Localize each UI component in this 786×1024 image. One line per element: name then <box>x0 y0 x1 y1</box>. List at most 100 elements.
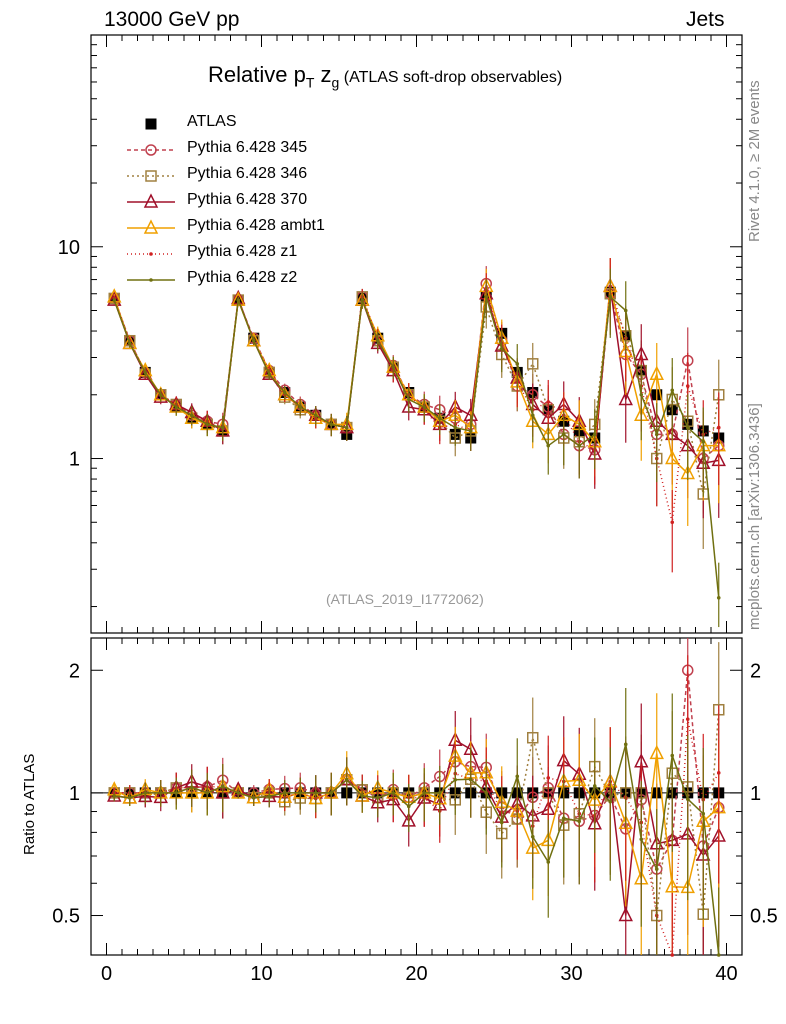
data-point <box>685 717 690 721</box>
data-point <box>329 791 334 795</box>
series-1 <box>108 265 725 514</box>
data-point <box>158 392 163 397</box>
data-point <box>618 906 633 922</box>
data-point <box>375 795 380 800</box>
data-point <box>143 193 159 208</box>
x-tick-label: 0 <box>101 963 112 985</box>
data-point <box>546 400 551 404</box>
data-point <box>530 834 535 839</box>
legend-label: Pythia 6.428 ambt1 <box>187 217 325 234</box>
data-point <box>437 416 442 421</box>
data-point <box>107 291 122 306</box>
data-point <box>716 425 721 430</box>
series-2 <box>108 265 725 549</box>
data-point <box>391 791 396 795</box>
data-point <box>716 953 721 957</box>
data-point <box>282 791 287 795</box>
data-point <box>546 860 551 864</box>
data-point <box>685 384 690 388</box>
data-point <box>313 413 318 418</box>
series-line <box>113 295 720 598</box>
energy-label: 13000 GeV pp <box>104 8 240 31</box>
data-point <box>527 358 539 370</box>
data-point <box>484 791 489 795</box>
data-point <box>515 362 520 366</box>
data-point <box>122 334 137 350</box>
data-point <box>484 295 489 299</box>
data-point <box>145 170 157 182</box>
data-point <box>670 388 675 393</box>
analysis-tag: (ATLAS_2019_I1772062) <box>326 591 484 607</box>
data-point <box>127 796 132 800</box>
data-point <box>561 432 566 437</box>
legend-entry-1 <box>127 144 175 156</box>
data-point <box>112 794 117 798</box>
data-point <box>298 405 303 409</box>
legend-label: Pythia 6.428 370 <box>187 191 308 208</box>
legend-label: Pythia 6.428 345 <box>187 139 308 156</box>
series-line <box>113 283 720 460</box>
data-point <box>360 794 365 798</box>
y-tick-label: 1 <box>69 449 80 471</box>
series-line <box>113 286 719 475</box>
legend-entry-4 <box>127 219 175 234</box>
data-point <box>701 439 706 444</box>
ratio-series-3 <box>107 703 726 955</box>
data-point <box>499 346 504 351</box>
series-line <box>113 286 719 465</box>
series-4 <box>107 258 726 526</box>
series-6 <box>112 268 721 628</box>
data-point <box>670 753 675 758</box>
data-point <box>375 338 380 343</box>
data-point <box>453 425 458 430</box>
data-point <box>145 144 157 156</box>
data-point <box>468 429 473 433</box>
data-point <box>205 791 210 795</box>
data-point <box>546 776 551 780</box>
data-point <box>561 816 566 821</box>
data-point <box>236 298 241 302</box>
series-3 <box>107 258 726 519</box>
data-point <box>649 744 664 760</box>
data-point <box>298 791 303 795</box>
legend-entry-5 <box>127 252 175 256</box>
data-point <box>639 392 644 397</box>
data-point <box>665 878 680 893</box>
y-tick-label: 10 <box>58 237 80 259</box>
data-point <box>149 252 153 256</box>
data-point <box>143 370 148 375</box>
data-point <box>406 804 411 809</box>
data-point <box>391 365 396 369</box>
data-point <box>344 777 349 782</box>
data-point <box>685 797 690 801</box>
data-point <box>149 278 153 282</box>
ratio-line <box>114 670 720 872</box>
legend-entry-3 <box>127 193 175 208</box>
data-point <box>592 784 597 788</box>
data-point <box>174 405 179 409</box>
x-tick-label: 30 <box>560 963 582 985</box>
category-label: Jets <box>686 8 725 31</box>
x-tick-label: 20 <box>405 963 427 985</box>
ratio-line <box>114 709 720 916</box>
data-point <box>453 777 458 782</box>
data-point <box>649 365 664 381</box>
data-point <box>608 800 613 804</box>
ratio-y-tick-label: 2 <box>69 660 80 682</box>
ratio-y-tick-label: 0.5 <box>750 906 778 928</box>
data-point <box>360 298 365 302</box>
ratio-series-5 <box>112 655 721 957</box>
plot-title: Relative pT zg (ATLAS soft-drop observab… <box>208 62 563 91</box>
x-tick-label: 40 <box>715 963 737 985</box>
legend-label: Pythia 6.428 z1 <box>187 243 298 260</box>
legend-label: Pythia 6.428 z2 <box>187 269 298 286</box>
data-point <box>654 432 659 437</box>
data-point <box>406 397 411 402</box>
data-point <box>236 791 241 795</box>
data-point <box>153 388 168 403</box>
rivet-label: Rivet 4.1.0, ≥ 2M events <box>746 80 763 242</box>
data-point <box>143 791 148 795</box>
data-point <box>716 595 721 600</box>
data-point <box>716 771 721 775</box>
data-point <box>246 332 261 347</box>
